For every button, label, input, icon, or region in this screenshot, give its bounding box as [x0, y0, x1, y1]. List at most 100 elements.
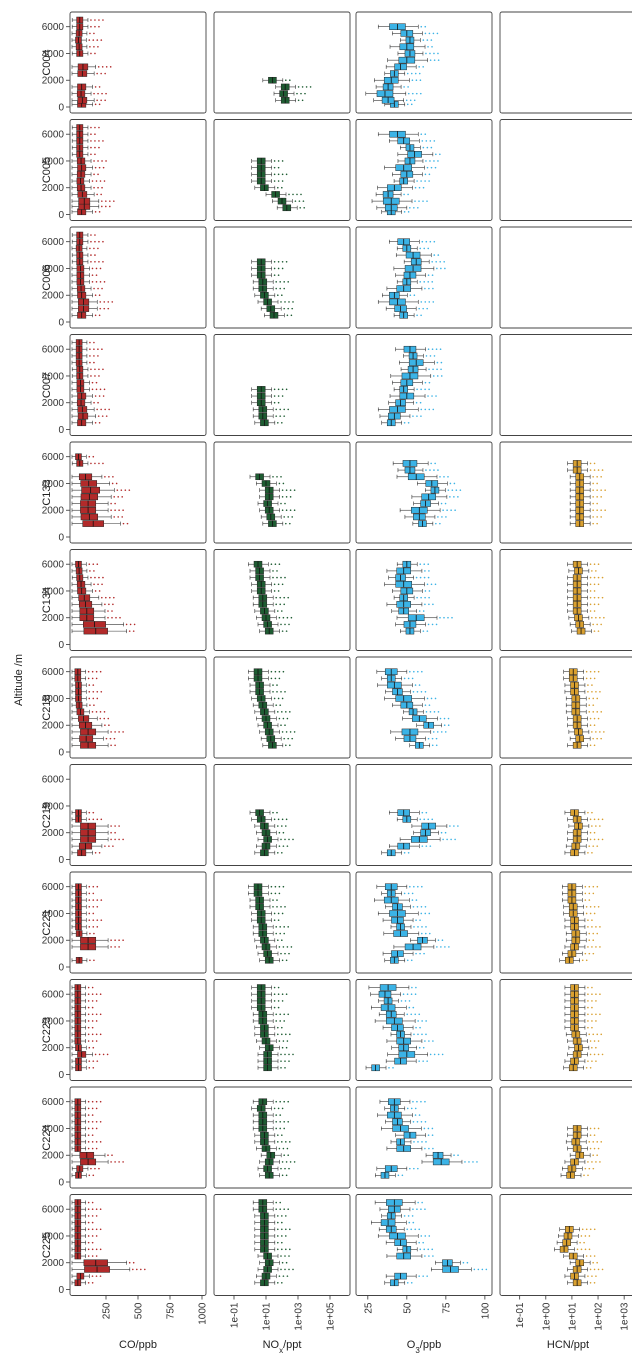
- outlier: [417, 885, 419, 888]
- outlier: [596, 489, 598, 491]
- outlier: [124, 489, 127, 491]
- outlier: [580, 1248, 583, 1251]
- outlier: [292, 838, 294, 841]
- outlier: [588, 1033, 591, 1036]
- outlier: [277, 267, 280, 270]
- outlier: [426, 583, 429, 586]
- outlier: [445, 516, 447, 518]
- outlier: [435, 737, 438, 740]
- outlier: [284, 301, 286, 303]
- outlier: [289, 1141, 291, 1143]
- y-tick-label: 2000: [42, 398, 65, 409]
- outlier: [593, 717, 596, 720]
- outlier: [397, 1174, 400, 1177]
- outlier: [104, 72, 106, 75]
- outlier: [588, 885, 591, 888]
- outlier: [601, 1053, 604, 1056]
- outlier: [288, 623, 290, 626]
- outlier: [599, 946, 601, 948]
- outlier: [280, 1255, 282, 1257]
- y-tick-label: 6000: [42, 990, 65, 1001]
- outlier: [599, 1161, 601, 1163]
- panel-C223-co: [69, 979, 207, 1081]
- outlier: [288, 193, 290, 196]
- outlier: [454, 509, 456, 512]
- outlier: [285, 260, 288, 263]
- outlier: [440, 946, 442, 948]
- outlier: [428, 388, 430, 391]
- outlier: [125, 623, 128, 626]
- outlier: [589, 1134, 592, 1136]
- outlier: [593, 610, 596, 612]
- outlier: [277, 180, 280, 182]
- panel-C224-nox: [213, 1086, 351, 1189]
- outlier: [428, 1255, 430, 1257]
- outlier: [588, 1167, 591, 1170]
- outlier: [425, 1141, 427, 1143]
- outlier: [427, 348, 430, 351]
- outlier: [285, 818, 288, 821]
- outlier: [90, 25, 92, 28]
- outlier: [589, 596, 592, 599]
- outlier: [426, 1275, 428, 1277]
- outlier: [428, 301, 431, 303]
- outlier: [600, 1033, 603, 1036]
- outlier: [591, 986, 593, 989]
- outlier: [585, 670, 588, 673]
- outlier: [96, 885, 99, 888]
- outlier: [92, 885, 95, 888]
- outlier: [418, 66, 420, 68]
- panel-C005-co: [69, 119, 207, 221]
- outlier: [277, 173, 280, 176]
- outlier: [91, 1275, 94, 1277]
- outlier: [281, 959, 284, 962]
- outlier: [95, 1248, 98, 1251]
- outlier: [287, 926, 290, 928]
- outlier: [587, 1013, 589, 1016]
- outlier: [98, 576, 100, 579]
- outlier: [285, 1141, 287, 1143]
- outlier: [419, 818, 422, 821]
- outlier: [425, 469, 427, 471]
- outlier: [98, 314, 101, 317]
- outlier: [410, 103, 413, 106]
- outlier: [110, 939, 112, 942]
- outlier: [104, 845, 106, 847]
- outlier: [419, 1248, 422, 1251]
- panel-C221-co: [69, 871, 207, 974]
- y-tick-label: 0: [58, 425, 64, 436]
- outlier: [600, 1141, 603, 1143]
- x-axis-label-o3: O3/ppb: [407, 1339, 441, 1355]
- outlier: [596, 697, 599, 700]
- outlier: [410, 1228, 413, 1231]
- outlier: [432, 1040, 434, 1042]
- outlier: [281, 1033, 283, 1036]
- outlier: [103, 717, 106, 720]
- outlier: [289, 711, 291, 713]
- outlier: [407, 86, 409, 88]
- outlier: [304, 92, 306, 95]
- panel-C219-o3: [355, 764, 493, 866]
- outlier: [278, 1040, 281, 1042]
- outlier: [101, 415, 104, 417]
- outlier: [87, 1114, 90, 1116]
- y-tick-label: 0: [58, 1070, 64, 1081]
- outlier: [95, 993, 98, 996]
- outlier: [593, 462, 596, 465]
- outlier: [433, 355, 436, 357]
- outlier: [281, 1026, 283, 1029]
- x-tick-label: 100: [480, 1302, 491, 1319]
- outlier: [93, 160, 95, 162]
- outlier: [98, 590, 101, 592]
- outlier: [595, 946, 597, 948]
- outlier: [440, 375, 443, 377]
- outlier: [428, 180, 430, 182]
- outlier: [96, 563, 99, 566]
- outlier: [283, 603, 286, 606]
- outlier: [279, 932, 282, 935]
- outlier: [281, 260, 284, 263]
- outlier: [425, 711, 428, 713]
- outlier: [419, 952, 421, 955]
- outlier: [277, 388, 280, 391]
- outlier: [588, 892, 591, 895]
